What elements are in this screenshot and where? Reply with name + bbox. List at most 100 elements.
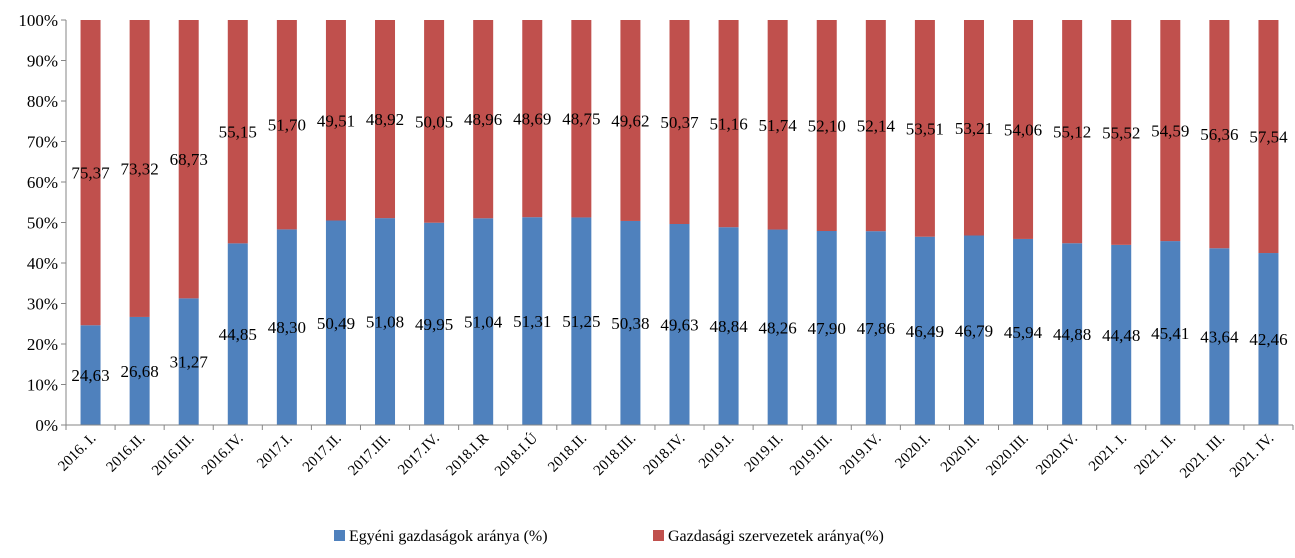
x-tick-label: 2017.I. <box>254 431 295 472</box>
data-label-gazdasagi: 48,96 <box>464 110 502 129</box>
data-label-gazdasagi: 48,75 <box>562 110 600 129</box>
legend-swatch-egyeni <box>334 530 345 541</box>
x-tick-label: 2021. I. <box>1086 431 1130 475</box>
y-tick-label: 60% <box>27 173 58 192</box>
bar-gazdasagi <box>80 20 101 326</box>
x-tick-label: 2019.I. <box>696 431 737 472</box>
data-label-egyeni: 51,08 <box>366 313 404 332</box>
data-label-egyeni: 44,88 <box>1053 325 1091 344</box>
data-label-egyeni: 51,25 <box>562 312 600 331</box>
data-label-gazdasagi: 54,06 <box>1004 120 1042 139</box>
data-label-egyeni: 46,49 <box>906 322 944 341</box>
x-tick-label: 2020.II. <box>938 431 983 476</box>
data-label-egyeni: 26,68 <box>120 362 158 381</box>
x-tick-label: 2018.I.R <box>444 431 492 479</box>
bar-egyeni <box>914 236 935 425</box>
data-label-gazdasagi: 49,62 <box>611 111 649 130</box>
data-label-gazdasagi: 51,70 <box>268 116 306 135</box>
x-tick-label: 2019.II. <box>742 431 787 476</box>
data-label-egyeni: 43,64 <box>1200 328 1239 347</box>
data-label-egyeni: 24,63 <box>71 366 109 385</box>
bar-gazdasagi <box>620 20 641 221</box>
data-label-gazdasagi: 57,54 <box>1249 128 1288 147</box>
bar-egyeni <box>1258 253 1279 425</box>
data-label-egyeni: 51,31 <box>513 312 551 331</box>
bar-gazdasagi <box>129 20 150 317</box>
legend-label-egyeni: Egyéni gazdaságok aránya (%) <box>349 528 548 545</box>
data-label-gazdasagi: 52,10 <box>808 117 846 136</box>
bar-egyeni <box>473 218 494 425</box>
bar-egyeni <box>669 223 690 425</box>
y-tick-label: 20% <box>27 335 58 354</box>
bar-egyeni <box>718 227 739 425</box>
data-label-egyeni: 45,94 <box>1004 323 1043 342</box>
bar-gazdasagi <box>424 20 445 223</box>
data-label-gazdasagi: 52,14 <box>857 117 896 136</box>
data-label-egyeni: 50,38 <box>611 314 649 333</box>
bars <box>80 20 1279 425</box>
data-label-gazdasagi: 48,92 <box>366 110 404 129</box>
data-label-egyeni: 47,86 <box>857 319 895 338</box>
bar-gazdasagi <box>669 20 690 224</box>
y-tick-label: 30% <box>27 295 58 314</box>
x-tick-label: 2018.IV. <box>641 431 689 479</box>
data-label-gazdasagi: 68,73 <box>170 150 208 169</box>
data-label-gazdasagi: 50,37 <box>660 113 699 132</box>
y-tick-label: 100% <box>18 11 58 30</box>
bar-gazdasagi <box>1160 20 1181 242</box>
x-tick-label: 2018.III. <box>591 431 639 479</box>
data-label-egyeni: 48,26 <box>759 318 797 337</box>
x-tick-label: 2021. II. <box>1132 431 1180 479</box>
legend-swatch-gazdasagi <box>653 530 664 541</box>
bar-egyeni <box>424 222 445 425</box>
legend: Egyéni gazdaságok aránya (%) Gazdasági sz… <box>334 528 884 545</box>
bar-gazdasagi <box>1111 20 1132 245</box>
bar-gazdasagi <box>522 20 543 218</box>
x-tick-label: 2017.IV. <box>395 431 443 479</box>
bar-egyeni <box>80 325 101 425</box>
data-label-egyeni: 49,95 <box>415 315 453 334</box>
y-tick-label: 80% <box>27 92 58 111</box>
data-label-egyeni: 42,46 <box>1249 330 1287 349</box>
data-label-egyeni: 50,49 <box>317 314 355 333</box>
x-tick-label: 2019.III. <box>787 431 835 479</box>
x-tick-label: 2018.II. <box>545 431 590 476</box>
data-label-egyeni: 48,84 <box>709 317 748 336</box>
legend-label-gazdasagi: Gazdasági szervezetek aránya(%) <box>668 528 884 545</box>
x-tick-label: 2020.III. <box>983 431 1031 479</box>
data-label-gazdasagi: 54,59 <box>1151 122 1189 141</box>
bar-egyeni <box>129 316 150 425</box>
x-tick-label: 2017.III. <box>345 431 393 479</box>
data-label-egyeni: 51,04 <box>464 313 503 332</box>
bar-gazdasagi <box>1062 20 1083 244</box>
bar-egyeni <box>767 229 788 425</box>
bar-gazdasagi <box>816 20 837 232</box>
bar-egyeni <box>276 229 297 425</box>
data-label-gazdasagi: 75,37 <box>71 164 110 183</box>
data-label-gazdasagi: 50,05 <box>415 112 453 131</box>
y-axis: 0% 10% 20% 30% 40% 50% 60% 70% 80% 90% 100% <box>18 11 67 435</box>
data-label-gazdasagi: 53,21 <box>955 119 993 138</box>
bar-gazdasagi <box>178 20 199 299</box>
bar-egyeni <box>522 217 543 425</box>
data-label-gazdasagi: 49,51 <box>317 111 355 130</box>
bar-gazdasagi <box>375 20 396 219</box>
bar-egyeni <box>816 231 837 425</box>
bar-gazdasagi <box>1209 20 1230 249</box>
data-label-egyeni: 31,27 <box>170 353 209 372</box>
data-labels: 24,63 75,37 26,68 73,32 31,27 68,73 44,85 55,15… <box>71 110 1288 386</box>
y-tick-label: 50% <box>27 214 58 233</box>
data-label-gazdasagi: 55,15 <box>219 123 257 142</box>
data-label-egyeni: 48,30 <box>268 318 306 337</box>
bar-gazdasagi <box>767 20 788 230</box>
bar-egyeni <box>963 235 984 425</box>
x-tick-label: 2016. I. <box>55 431 99 475</box>
x-tick-label: 2019.IV. <box>837 431 885 479</box>
x-tick-label: 2018.I.Ú <box>491 430 541 480</box>
bar-egyeni <box>1062 243 1083 425</box>
data-label-egyeni: 44,48 <box>1102 326 1140 345</box>
bar-egyeni <box>1013 238 1034 425</box>
data-label-gazdasagi: 73,32 <box>120 159 158 178</box>
bar-egyeni <box>620 220 641 425</box>
